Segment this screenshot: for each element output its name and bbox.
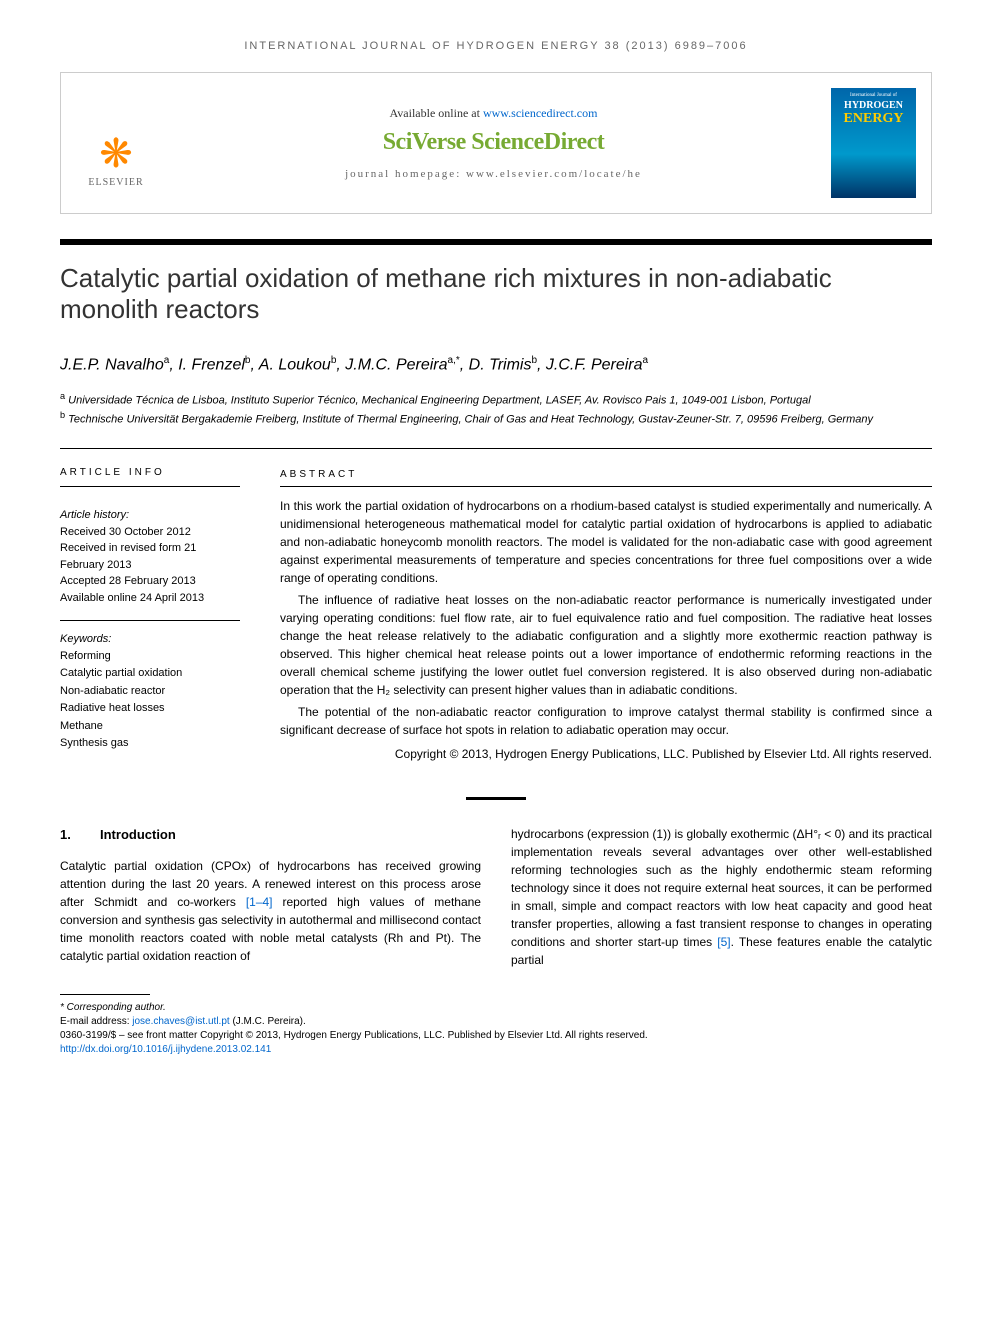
doi-line: http://dx.doi.org/10.1016/j.ijhydene.201… — [60, 1043, 932, 1057]
email-label: E-mail address: — [60, 1016, 132, 1027]
elsevier-tree-icon: ❋ — [99, 130, 133, 177]
section-title: Introduction — [100, 827, 176, 842]
affiliation-a: a Universidade Técnica de Lisboa, Instit… — [60, 390, 932, 409]
sciencedirect-link[interactable]: www.sciencedirect.com — [483, 106, 598, 120]
abstract-p3: The potential of the non-adiabatic react… — [280, 703, 932, 739]
article-info-heading: ARTICLE INFO — [60, 465, 240, 487]
keyword-item: Radiative heat losses — [60, 700, 240, 717]
affiliation-b: b Technische Universität Bergakademie Fr… — [60, 409, 932, 428]
footnotes: * Corresponding author. E-mail address: … — [60, 1001, 932, 1057]
cover-line3: ENERGY — [844, 111, 904, 127]
keyword-item: Catalytic partial oxidation — [60, 665, 240, 682]
footnote-rule — [60, 994, 150, 995]
online-date: Available online 24 April 2013 — [60, 590, 240, 607]
abstract-p2: The influence of radiative heat losses o… — [280, 591, 932, 699]
affiliation-a-text: Universidade Técnica de Lisboa, Institut… — [68, 394, 811, 406]
elsevier-text: ELSEVIER — [88, 177, 143, 188]
abstract-heading: ABSTRACT — [280, 469, 932, 487]
abstract-copyright: Copyright © 2013, Hydrogen Energy Public… — [280, 745, 932, 763]
accepted-date: Accepted 28 February 2013 — [60, 573, 240, 590]
section-num: 1. — [60, 825, 100, 845]
citation-link[interactable]: [1–4] — [246, 895, 273, 909]
body-col-right: hydrocarbons (expression (1)) is globall… — [511, 825, 932, 969]
affiliation-b-text: Technische Universität Bergakademie Frei… — [68, 414, 873, 426]
banner-center: Available online at www.sciencedirect.co… — [156, 106, 831, 180]
available-prefix: Available online at — [390, 106, 483, 120]
abstract: ABSTRACT In this work the partial oxidat… — [280, 464, 932, 767]
keywords-list: ReformingCatalytic partial oxidationNon-… — [60, 648, 240, 752]
elsevier-logo: ❋ ELSEVIER — [76, 98, 156, 188]
body-col-left: 1.Introduction Catalytic partial oxidati… — [60, 825, 481, 969]
affiliations: a Universidade Técnica de Lisboa, Instit… — [60, 390, 932, 428]
email-link[interactable]: jose.chaves@ist.utl.pt — [132, 1016, 229, 1027]
journal-cover-thumb: International Journal of HYDROGEN ENERGY — [831, 88, 916, 198]
sciverse-logo: SciVerse ScienceDirect — [156, 129, 831, 156]
article-info: ARTICLE INFO Article history: Received 3… — [60, 464, 240, 767]
section-1-heading: 1.Introduction — [60, 825, 481, 845]
cover-line1: International Journal of — [850, 93, 897, 98]
doi-link[interactable]: http://dx.doi.org/10.1016/j.ijhydene.201… — [60, 1044, 271, 1055]
available-online: Available online at www.sciencedirect.co… — [156, 106, 831, 121]
body-columns: 1.Introduction Catalytic partial oxidati… — [60, 825, 932, 969]
revised-date: Received in revised form 21 February 201… — [60, 540, 240, 573]
keyword-item: Non-adiabatic reactor — [60, 683, 240, 700]
info-abstract-row: ARTICLE INFO Article history: Received 3… — [60, 448, 932, 767]
keyword-item: Synthesis gas — [60, 735, 240, 752]
authors: J.E.P. Navalhoa, I. Frenzelb, A. Loukoub… — [60, 355, 932, 374]
section-divider — [466, 797, 526, 800]
article-title: Catalytic partial oxidation of methane r… — [60, 263, 932, 325]
abstract-p1: In this work the partial oxidation of hy… — [280, 497, 932, 587]
keywords-label: Keywords: — [60, 631, 240, 648]
intro-p2: hydrocarbons (expression (1)) is globall… — [511, 825, 932, 969]
citation-link[interactable]: [5] — [717, 935, 730, 949]
cover-line2: HYDROGEN — [844, 100, 903, 111]
keyword-item: Reforming — [60, 648, 240, 665]
title-rule — [60, 239, 932, 245]
history-label: Article history: — [60, 507, 240, 524]
received-date: Received 30 October 2012 — [60, 524, 240, 541]
journal-homepage: journal homepage: www.elsevier.com/locat… — [156, 168, 831, 180]
email-line: E-mail address: jose.chaves@ist.utl.pt (… — [60, 1015, 932, 1029]
publisher-banner: ❋ ELSEVIER Available online at www.scien… — [60, 72, 932, 214]
intro-p1: Catalytic partial oxidation (CPOx) of hy… — [60, 857, 481, 965]
email-suffix: (J.M.C. Pereira). — [230, 1016, 306, 1027]
corresponding-author: * Corresponding author. — [60, 1001, 932, 1015]
journal-header: INTERNATIONAL JOURNAL OF HYDROGEN ENERGY… — [60, 40, 932, 52]
abstract-text: In this work the partial oxidation of hy… — [280, 497, 932, 763]
issn-line: 0360-3199/$ – see front matter Copyright… — [60, 1029, 932, 1043]
keyword-item: Methane — [60, 718, 240, 735]
